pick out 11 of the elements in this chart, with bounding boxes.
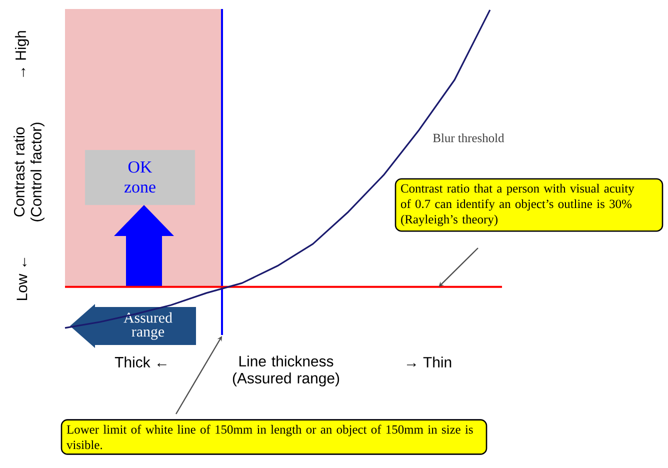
y-axis-title: Contrast ratio (Control factor)	[14, 122, 44, 222]
text: Lower limit of white line of 150mm in length or an object of 150mm in size is visible.	[66, 424, 473, 450]
annotation: Assured range	[124, 312, 172, 340]
text: Low ←	[16, 258, 28, 300]
text: → High	[15, 31, 29, 77]
annotation: OK zone	[124, 161, 156, 193]
annotation: Contrast ratio that a person with visual acuity of 0.7 can identify an object’s outline is 30% (Rayleigh’s theory)	[400, 184, 634, 226]
text: → Thin	[406, 356, 452, 368]
series-label: Blur threshold	[433, 133, 504, 142]
x-axis-title: Line thickness (Assured range)	[232, 356, 340, 386]
text: Thick ←	[114, 356, 166, 368]
